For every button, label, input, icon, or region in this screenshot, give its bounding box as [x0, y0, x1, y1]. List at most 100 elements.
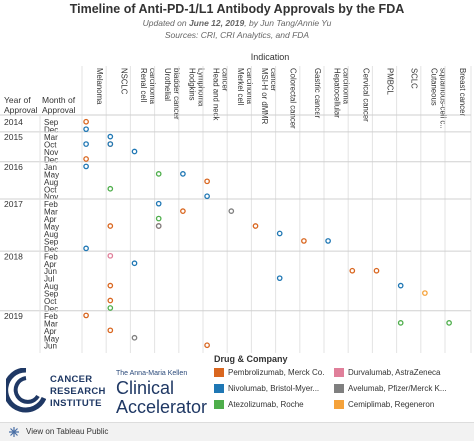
legend-item: Avelumab, Pfizer/Merck K... — [334, 384, 447, 394]
indication-header: Indication — [251, 52, 290, 62]
chart-title: Timeline of Anti-PD-1/L1 Antibody Approv… — [69, 2, 405, 16]
month-label: Mar — [44, 133, 58, 142]
header-line: Month of — [42, 95, 76, 105]
data-point — [252, 223, 259, 229]
month-label: Feb — [44, 252, 58, 261]
legend-swatch — [214, 400, 224, 410]
month-label: Aug — [44, 282, 58, 291]
header-line: Approval — [42, 105, 76, 115]
year-header: Year of Approval — [4, 95, 38, 115]
month-header: Month of Approval — [42, 95, 76, 115]
data-point — [107, 133, 114, 140]
indication-label: Lymphoma — [196, 68, 205, 107]
month-label: Mar — [44, 208, 58, 217]
data-point — [107, 141, 114, 147]
legend-label: Avelumab, Pfizer/Merck K... — [348, 384, 447, 393]
data-point — [107, 305, 114, 311]
subtitle-date: June 12, 2019 — [188, 18, 245, 28]
month-label: Sep — [44, 118, 59, 127]
month-label: Dec — [44, 126, 58, 135]
data-point — [301, 238, 307, 244]
indication-label: squamous-cell c.. — [438, 68, 447, 129]
data-point — [180, 208, 186, 214]
month-label: May — [44, 170, 59, 179]
indication-label: Melanoma — [95, 68, 104, 105]
indication-label: SCLC — [410, 68, 419, 89]
cri-line-1: CANCER — [50, 374, 93, 385]
data-point — [83, 245, 89, 252]
legend-label: Atezolizumab, Roche — [228, 400, 304, 409]
data-point — [131, 260, 138, 267]
data-point — [83, 312, 89, 319]
tableau-footer: View on Tableau Public — [0, 422, 474, 441]
data-point — [155, 215, 162, 222]
month-label: Dec — [44, 304, 58, 313]
data-point — [83, 156, 89, 162]
month-label: Dec — [44, 155, 58, 164]
legend-swatch — [214, 368, 224, 378]
accelerator-line-2: Accelerator — [116, 397, 208, 417]
month-label: Nov — [44, 193, 58, 202]
month-label: Sep — [44, 290, 59, 299]
indication-label: cancer — [269, 68, 278, 92]
month-label: Feb — [44, 200, 58, 209]
data-point — [83, 163, 89, 170]
legend-label: Pembrolizumab, Merck Co. — [228, 368, 325, 377]
data-point — [155, 223, 162, 229]
indication-label: Gastric cancer — [313, 68, 322, 119]
chart-sources: Sources: CRI, CRI Analytics, and FDA — [164, 30, 310, 40]
data-point — [180, 171, 186, 177]
month-label: Jun — [44, 267, 57, 276]
cri-logo: CANCER RESEARCH INSTITUTE — [6, 368, 105, 416]
indication-label: PMBCL — [386, 68, 395, 96]
month-label: Mar — [44, 319, 58, 328]
indication-label: Hodgkins — [187, 68, 196, 101]
data-point — [276, 275, 283, 282]
month-label: Apr — [44, 327, 57, 336]
year-label: 2018 — [4, 251, 23, 261]
subtitle-prefix: Updated on — [142, 18, 189, 28]
legend-swatch — [334, 384, 344, 394]
legend-swatch — [334, 400, 344, 410]
legend-swatch — [334, 368, 344, 378]
indication-label: Colorectal cancer — [289, 68, 298, 129]
data-point — [228, 208, 235, 214]
month-label: Apr — [44, 215, 57, 224]
indication-label: Renal cell — [139, 68, 148, 103]
legend-label: Nivolumab, Bristol-Myer... — [228, 384, 320, 393]
month-label: May — [44, 334, 59, 343]
indication-label: Head and neck — [212, 68, 221, 121]
month-label: Dec — [44, 245, 58, 254]
data-point — [107, 297, 114, 304]
month-label: Jul — [44, 275, 54, 284]
data-point — [131, 334, 138, 341]
data-point — [422, 290, 428, 296]
indication-label: Breast cancer — [458, 68, 467, 117]
indication-label: Merkel cell — [236, 68, 245, 106]
indication-label: carcinoma — [342, 68, 351, 105]
subtitle-suffix: , by Jun Tang/Annie Yu — [244, 18, 332, 28]
legend-title: Drug & Company — [214, 354, 288, 364]
chart-subtitle: Updated on June 12, 2019, by Jun Tang/An… — [0, 18, 474, 28]
indication-label: Urothelial — [163, 68, 172, 101]
accelerator-subtitle: The Anna-Maria Kellen — [116, 370, 188, 377]
data-point — [397, 282, 404, 289]
indication-label: cancer — [221, 68, 230, 92]
data-point — [83, 126, 89, 133]
data-point — [107, 223, 114, 229]
cri-line-3: INSTITUTE — [50, 398, 102, 409]
month-label: Oct — [44, 141, 57, 150]
year-label: 2016 — [4, 162, 23, 172]
data-point — [204, 178, 210, 185]
cri-logo-icon — [6, 368, 46, 413]
data-point — [397, 320, 404, 326]
legend-item: Nivolumab, Bristol-Myer... — [214, 384, 320, 394]
month-label: Jun — [44, 342, 57, 351]
data-point — [107, 185, 114, 192]
data-point — [155, 200, 162, 207]
data-point — [155, 171, 162, 177]
view-on-tableau-link[interactable]: View on Tableau Public — [26, 427, 109, 436]
indication-label: Hepatocellular — [333, 68, 342, 118]
month-label: Aug — [44, 230, 58, 239]
